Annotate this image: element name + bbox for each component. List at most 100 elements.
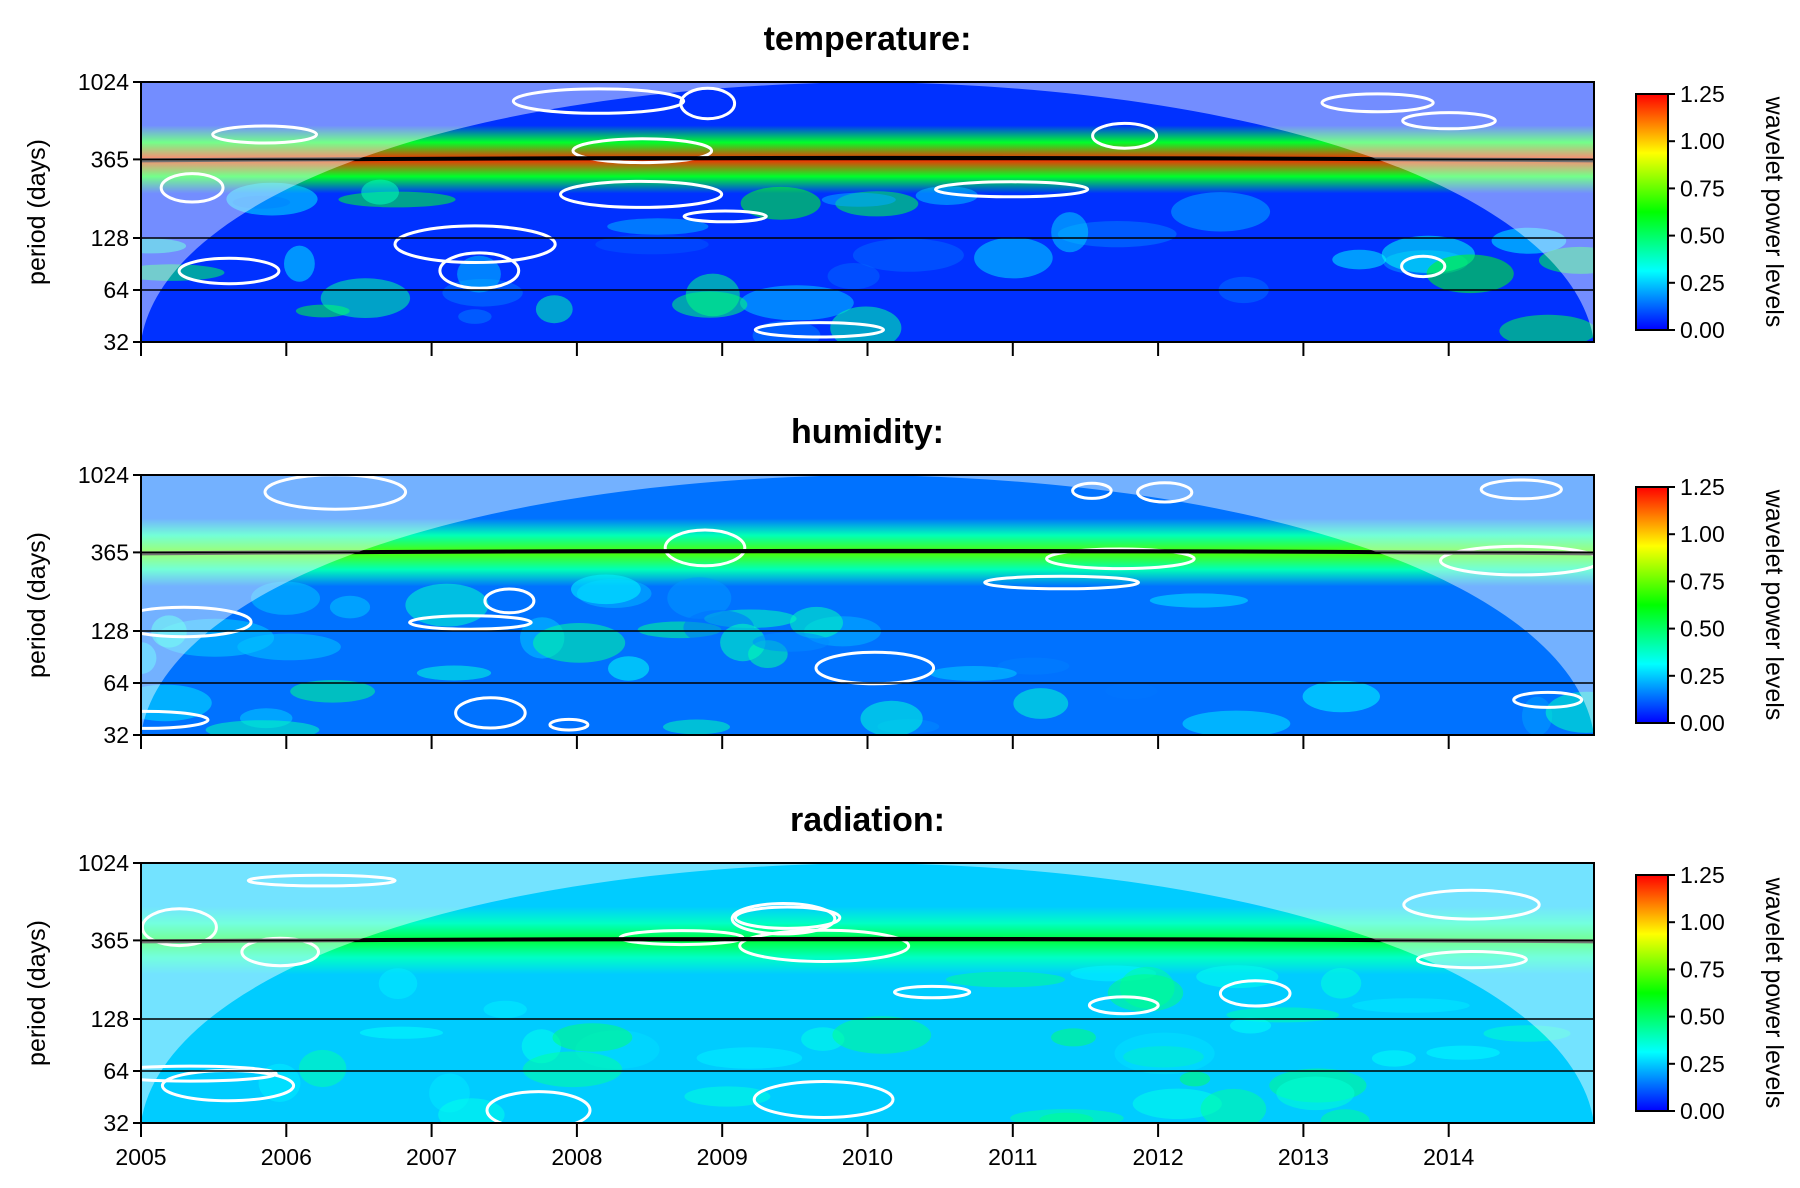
y-tick-label: 365 — [91, 927, 129, 953]
x-tick-label: 2014 — [1423, 1144, 1474, 1170]
significance-contour — [1400, 254, 1447, 279]
power-blob — [832, 1016, 932, 1054]
power-blob — [1051, 212, 1089, 253]
significance-contour — [679, 86, 737, 121]
y-tick-label: 1024 — [78, 850, 129, 876]
colorbar-label: wavelet power levels — [1760, 877, 1788, 1109]
significance-contour — [983, 574, 1140, 591]
power-blob — [361, 179, 399, 205]
significance-contour — [408, 614, 533, 631]
y-tick-label: 32 — [103, 329, 129, 355]
colorbar-tick-label: 1.25 — [1680, 474, 1725, 500]
power-blob — [232, 195, 291, 209]
power-blob — [1196, 965, 1279, 989]
power-blob — [457, 255, 501, 293]
power-blob — [595, 234, 709, 255]
power-blob — [1179, 1071, 1211, 1087]
plot-area — [141, 82, 1594, 342]
power-blob — [1499, 314, 1594, 342]
power-blob — [533, 623, 626, 663]
power-blob — [667, 577, 732, 619]
significance-contour — [438, 251, 521, 290]
significance-contour — [1071, 481, 1113, 500]
significance-contour — [211, 124, 319, 145]
y-tick-label: 1024 — [78, 462, 129, 488]
power-blob — [1107, 974, 1184, 1012]
significance-contour — [893, 984, 972, 1000]
power-blob — [915, 186, 978, 206]
cone-of-influence — [141, 475, 1594, 735]
panel-title: temperature: — [764, 20, 972, 58]
x-tick-label: 2013 — [1278, 1144, 1329, 1170]
colorbar-tick-label: 0.25 — [1680, 1051, 1725, 1077]
significance-contour — [730, 902, 837, 936]
power-blob — [930, 666, 1017, 681]
power-blob — [1200, 1088, 1267, 1123]
power-blob — [821, 192, 896, 207]
power-blob — [1276, 1076, 1355, 1111]
x-tick-label: 2011 — [988, 1144, 1037, 1170]
significance-contour — [511, 87, 686, 115]
significance-contour — [1439, 544, 1594, 577]
power-blob — [1426, 1045, 1500, 1060]
significance-contour — [1087, 995, 1160, 1016]
y-tick-label: 1024 — [78, 69, 129, 95]
power-blob — [1320, 968, 1362, 999]
power-blob — [860, 700, 923, 735]
y-tick-label: 128 — [91, 225, 129, 251]
y-tick-label: 64 — [103, 277, 129, 303]
power-blob — [483, 1000, 527, 1019]
significance-contour — [141, 907, 218, 948]
colorbar-tick-label: 0.50 — [1680, 223, 1725, 249]
y-tick-label: 365 — [91, 539, 129, 565]
y-axis-label: period (days) — [23, 920, 51, 1066]
power-blob — [1538, 246, 1594, 274]
power-blob — [974, 237, 1053, 279]
colorbar-tick-label: 0.00 — [1680, 710, 1725, 736]
power-blob — [1051, 1028, 1096, 1047]
colorbar-tick-label: 0.25 — [1680, 663, 1725, 689]
significance-contour — [571, 137, 714, 165]
x-tick-label: 2005 — [115, 1144, 166, 1170]
power-blob — [329, 595, 371, 619]
power-blob — [1302, 680, 1381, 713]
significance-contour — [263, 475, 408, 511]
power-blob — [608, 656, 650, 681]
significance-contour — [934, 180, 1090, 199]
colorbar-tick-label: 1.25 — [1680, 862, 1725, 888]
significance-contour — [1402, 888, 1541, 921]
power-blob — [607, 218, 709, 235]
power-blob — [141, 238, 187, 254]
significance-contour — [738, 928, 911, 964]
y-tick-label: 365 — [91, 146, 129, 172]
power-blob — [1105, 683, 1158, 700]
colorbar-tick-label: 0.75 — [1680, 956, 1725, 982]
x-tick-label: 2007 — [406, 1144, 457, 1170]
power-blob — [141, 264, 225, 281]
power-blob — [535, 295, 573, 324]
power-blob — [1171, 192, 1271, 232]
power-blob — [684, 1086, 771, 1107]
plot-area — [141, 863, 1594, 1123]
y-axis-label: period (days) — [23, 532, 51, 678]
power-blob — [438, 1098, 505, 1123]
power-blob — [284, 245, 315, 282]
power-blob — [752, 632, 830, 652]
colorbar-tick-label: 1.25 — [1680, 81, 1725, 107]
power-blob — [1010, 1109, 1124, 1123]
significance-contour — [159, 172, 225, 204]
x-tick-label: 2012 — [1133, 1144, 1184, 1170]
significance-contour — [1415, 950, 1528, 970]
significance-contour — [1218, 979, 1292, 1008]
power-blob — [1352, 998, 1470, 1013]
colorbar-tick-label: 0.50 — [1680, 616, 1725, 642]
significance-contour — [240, 936, 321, 968]
power-blob — [1149, 593, 1248, 608]
x-tick-label: 2010 — [842, 1144, 893, 1170]
power-blob — [1371, 1050, 1416, 1067]
y-tick-label: 64 — [103, 670, 129, 696]
power-blob — [1229, 1017, 1272, 1034]
colorbar-tick-label: 0.75 — [1680, 175, 1725, 201]
x-tick-label: 2006 — [261, 1144, 312, 1170]
